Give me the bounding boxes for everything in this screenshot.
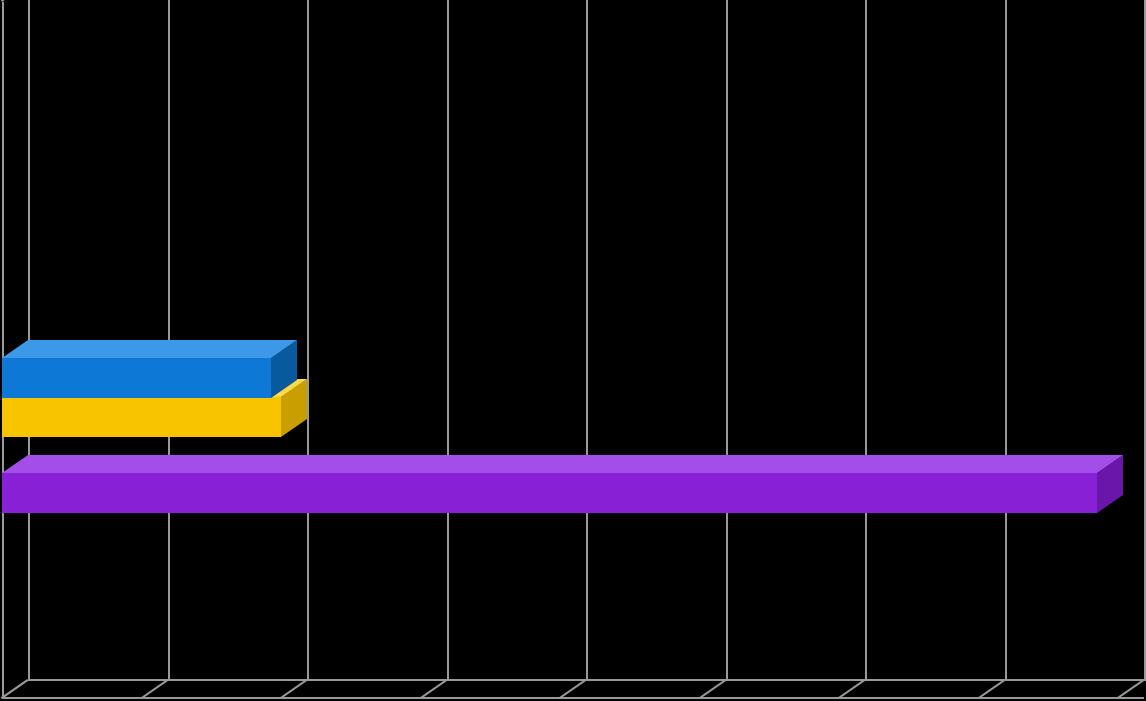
bar-purple-face — [2, 473, 1097, 513]
bar-blue-top — [2, 340, 297, 358]
gridline — [586, 0, 588, 681]
frame-depth-edge — [1, 0, 28, 2]
horizontal-bar-chart — [0, 0, 1146, 701]
y-axis-line — [2, 2, 4, 699]
bar-blue-face — [2, 358, 271, 398]
gridline — [1005, 0, 1007, 681]
bar-yellow — [2, 397, 307, 437]
bar-blue — [2, 358, 297, 398]
plot-area — [2, 2, 1144, 699]
gridline — [307, 0, 309, 681]
gridline — [726, 0, 728, 681]
bar-purple-top — [2, 455, 1123, 473]
bar-yellow-face — [2, 397, 281, 437]
gridline — [865, 0, 867, 681]
gridline — [447, 0, 449, 681]
bar-purple — [2, 473, 1123, 513]
x-axis-line — [2, 697, 1144, 699]
